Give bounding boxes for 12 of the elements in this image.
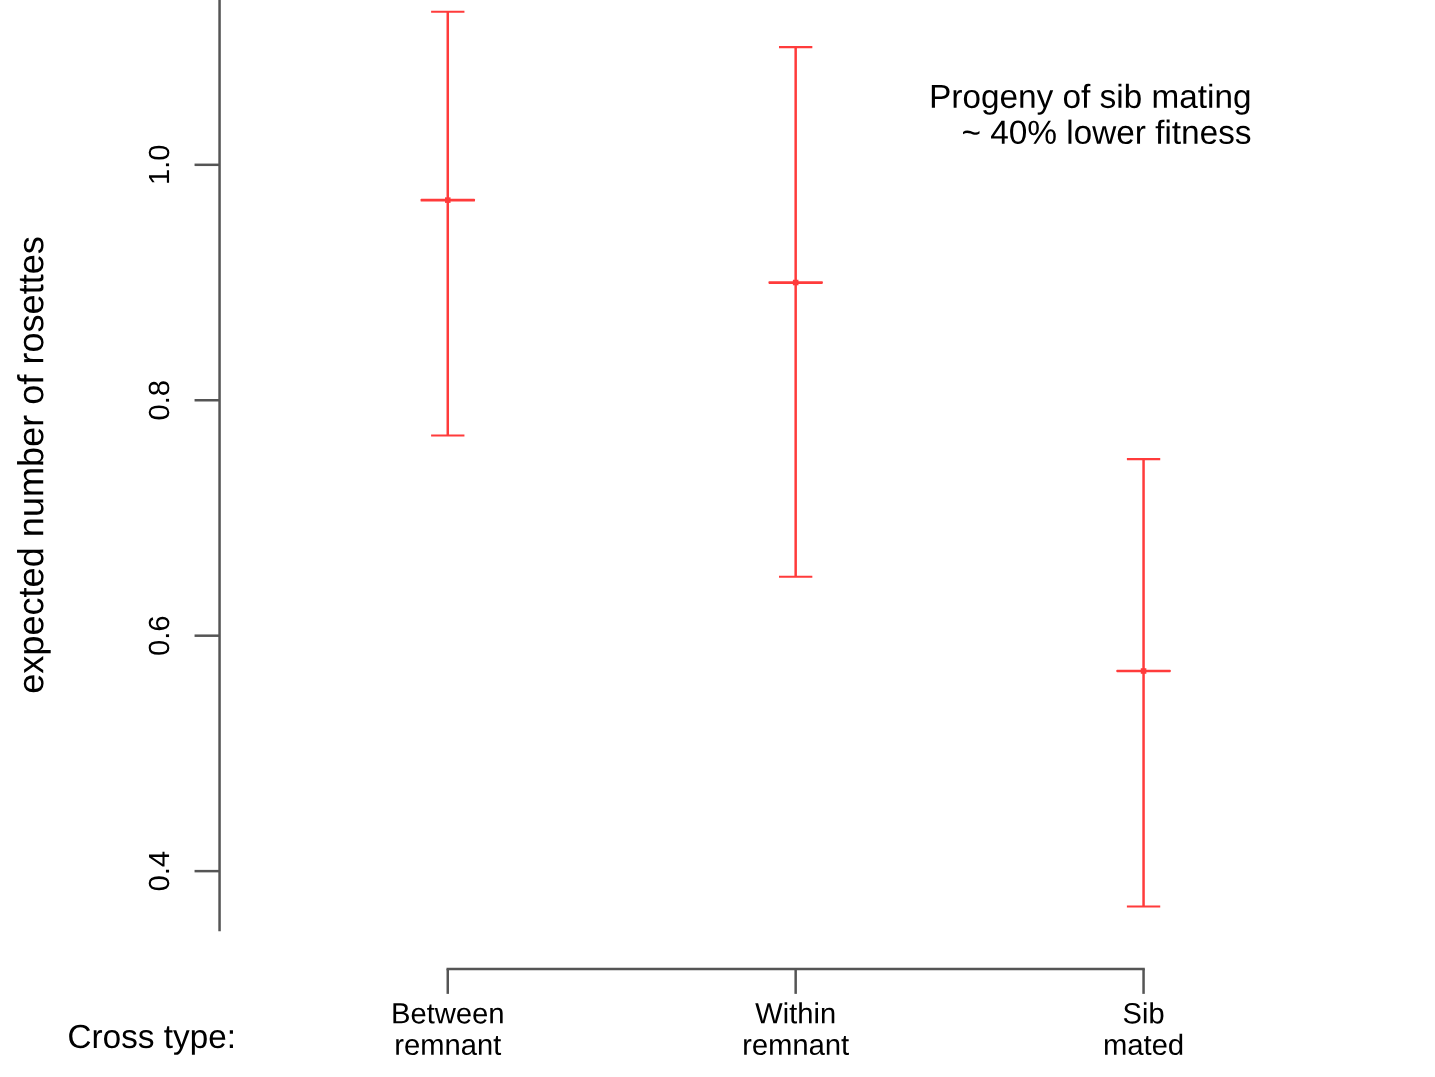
y-tick-label: 1.0 xyxy=(148,145,170,183)
text: Cross type: xyxy=(69,1024,233,1055)
y-axis-title: expected number of rosettes xyxy=(17,237,51,693)
x-tick-label: Sib mated xyxy=(1104,1002,1183,1056)
point xyxy=(1140,668,1147,674)
x-tick-label: Between remnant xyxy=(393,1003,503,1056)
x-tick-label: Within remnant xyxy=(744,1002,849,1056)
point xyxy=(444,197,451,203)
y-tick-label: 0.6 xyxy=(148,616,170,655)
y-tick-label: 0.8 xyxy=(148,381,170,420)
annotation: Progeny of sib mating ~ 40% lower fitness xyxy=(931,83,1251,145)
y-tick-label: 0.4 xyxy=(148,851,170,891)
